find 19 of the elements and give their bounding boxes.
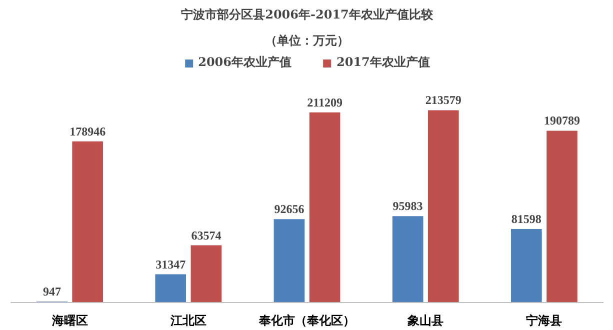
chart-subtitle: （单位：万元） <box>265 34 349 48</box>
data-label: 178946 <box>70 124 106 138</box>
x-tick-label: 奉化市（奉化区） <box>258 314 355 328</box>
data-label: 213579 <box>425 93 462 108</box>
legend-label: 2006年农业产值 <box>198 54 292 71</box>
legend-label: 2017年农业产值 <box>336 54 430 71</box>
data-label: 211209 <box>307 95 342 110</box>
x-tick-label: 江北区 <box>169 314 206 328</box>
data-label: 947 <box>43 284 62 299</box>
chart-title: 宁波市部分区县2006年-2017年农业产值比较 <box>181 8 434 22</box>
data-label: 95983 <box>392 199 423 214</box>
data-label: 92656 <box>274 202 304 216</box>
data-label: 63574 <box>191 228 222 242</box>
x-tick-label: 海曙区 <box>50 314 88 328</box>
x-tick-label: 宁海县 <box>526 314 562 328</box>
data-label: 31347 <box>156 257 186 272</box>
data-label: 190789 <box>544 114 580 128</box>
data-label: 81598 <box>511 212 542 226</box>
x-tick-label: 象山县 <box>406 314 444 328</box>
